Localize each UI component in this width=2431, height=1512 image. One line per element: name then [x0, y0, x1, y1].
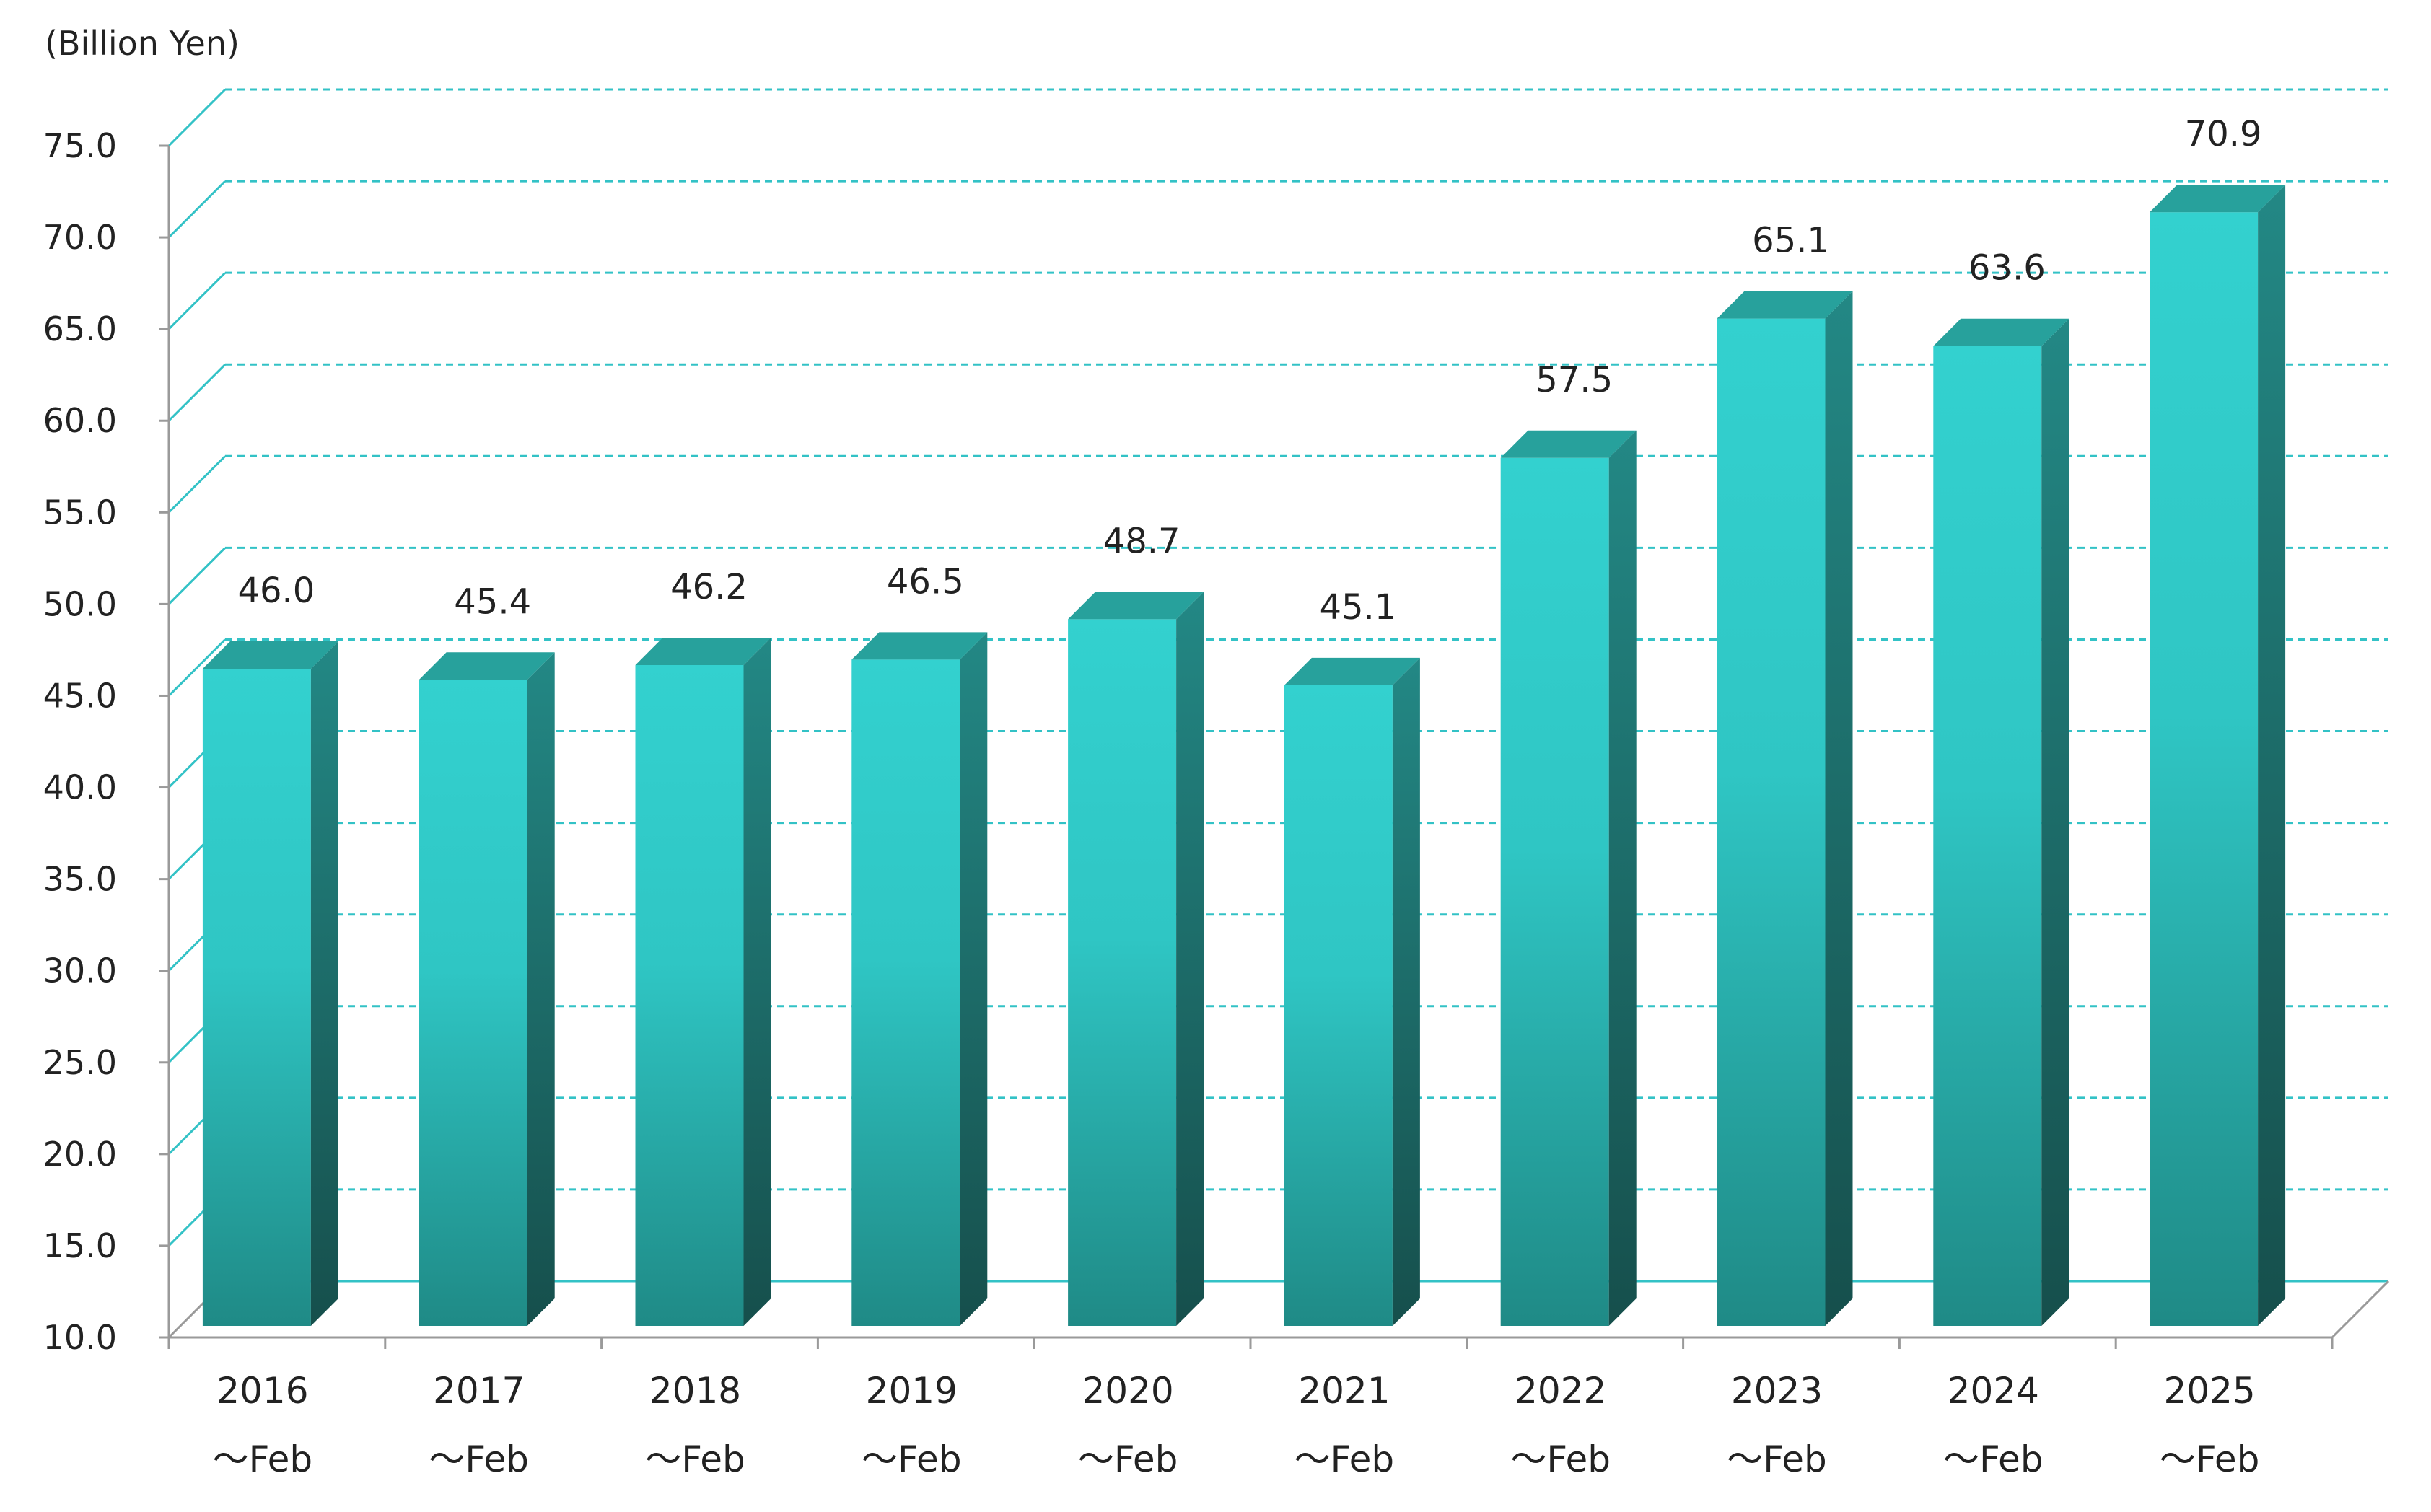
y-tick-label: 10.0 [43, 1318, 117, 1357]
x-axis-label-period: ～Feb [1078, 1438, 1178, 1480]
gridline-diagonal [167, 272, 227, 330]
bar-side [1176, 592, 1204, 1326]
bar-side [1392, 657, 1420, 1326]
y-tick-label: 75.0 [43, 126, 117, 165]
bar-top [419, 652, 555, 680]
x-axis-label-period: ～Feb [1510, 1438, 1611, 1480]
y-tick-label: 65.0 [43, 309, 117, 348]
data-label: 46.5 [887, 561, 964, 602]
bar-side [1608, 430, 1637, 1326]
bar [1500, 430, 1637, 1326]
bar-top [202, 641, 338, 669]
x-axis-label-period: ～Feb [429, 1438, 529, 1480]
y-tick-label: 50.0 [43, 584, 117, 623]
bar [419, 652, 555, 1326]
x-axis-label-year: 2023 [1731, 1370, 1823, 1412]
data-label: 46.0 [237, 571, 315, 611]
bar-side [310, 641, 338, 1326]
data-label: 45.4 [454, 581, 531, 622]
gridline-diagonal [167, 88, 227, 147]
bar-front [2150, 212, 2259, 1326]
bar-side [1825, 291, 1853, 1326]
y-tick-label: 30.0 [43, 951, 117, 990]
y-tick-label: 70.0 [43, 218, 117, 257]
bars [202, 185, 2286, 1327]
x-axis-label-year: 2025 [2163, 1370, 2255, 1412]
gridline-diagonal [167, 364, 227, 422]
bar-front [851, 659, 960, 1326]
bar-front [1500, 457, 1609, 1326]
bar-top [1068, 592, 1204, 620]
y-tick-label: 20.0 [43, 1135, 117, 1174]
bar-top [1717, 291, 1853, 319]
bar-side [743, 637, 771, 1326]
bar [1068, 592, 1204, 1326]
x-axis-label-year: 2022 [1515, 1370, 1606, 1412]
x-axis-label-period: ～Feb [1943, 1438, 2044, 1480]
data-label: 45.1 [1319, 587, 1396, 628]
x-axis-label-year: 2018 [649, 1370, 741, 1412]
bar-side [2258, 185, 2286, 1326]
y-axis-ticks: 10.0 15.0 20.0 25.0 30.0 35.0 40.0 45.0 50.0 55.0… [43, 126, 117, 1357]
data-label: 70.9 [2185, 114, 2262, 154]
unit-label: (Billion Yen) [45, 24, 240, 63]
data-label: 57.5 [1536, 360, 1613, 400]
bar-top [1284, 657, 1420, 685]
bar-top [1933, 318, 2069, 346]
gridline-diagonal [167, 180, 227, 239]
x-axis-label-year: 2020 [1082, 1370, 1173, 1412]
bar-side [2041, 318, 2069, 1327]
data-label: 46.2 [670, 567, 748, 607]
bar [202, 641, 338, 1326]
floor-right-edge [2331, 1280, 2390, 1339]
bar-top [635, 637, 771, 665]
bar-top [1500, 430, 1637, 458]
data-label: 48.7 [1103, 521, 1181, 561]
x-axis-label-period: ～Feb [645, 1438, 745, 1480]
y-tick-label: 15.0 [43, 1226, 117, 1265]
y-tick-label: 60.0 [43, 401, 117, 440]
data-label: 63.6 [1968, 248, 2046, 289]
x-axis-label-year: 2016 [216, 1370, 308, 1412]
bar-front [419, 680, 527, 1326]
bar-side [960, 632, 988, 1326]
bar [1717, 291, 1853, 1326]
gridline-diagonal [167, 638, 227, 697]
x-axis-label-period: ～Feb [1727, 1438, 1827, 1480]
x-axis-label-period: ～Feb [1295, 1438, 1395, 1480]
bar [635, 637, 771, 1326]
y-tick-label: 55.0 [43, 493, 117, 532]
bar-top [2150, 185, 2286, 213]
data-label: 65.1 [1752, 221, 1829, 261]
y-tick-label: 25.0 [43, 1043, 117, 1082]
gridline-diagonal [167, 455, 227, 514]
y-tick-label: 35.0 [43, 860, 117, 899]
x-axis-label-year: 2019 [866, 1370, 958, 1412]
bar-front [1284, 685, 1393, 1326]
x-axis-label-period: ～Feb [862, 1438, 962, 1480]
x-axis-label-year: 2021 [1298, 1370, 1390, 1412]
y-tick-label: 40.0 [43, 768, 117, 807]
bar [1933, 318, 2069, 1327]
y-tick-label: 45.0 [43, 676, 117, 715]
bar-front [1717, 318, 1826, 1326]
x-axis-label-period: ～Feb [213, 1438, 313, 1480]
bar-front [635, 664, 744, 1326]
bar-top [851, 632, 988, 660]
axes [159, 144, 2390, 1349]
bar [851, 632, 988, 1326]
bar-front [1933, 346, 2042, 1327]
bar [2150, 185, 2286, 1326]
data-labels: 46.0 45.4 46.2 46.5 48.7 45.1 57.5 65.1 63.6 70.9 [237, 114, 2261, 628]
x-axis-label-period: ～Feb [2160, 1438, 2260, 1480]
bar-front [1068, 619, 1177, 1326]
bar [1284, 657, 1420, 1326]
x-axis-label-year: 2024 [1948, 1370, 2039, 1412]
bar-side [527, 652, 555, 1326]
bar-front [202, 669, 311, 1326]
x-axis-label-year: 2017 [433, 1370, 525, 1412]
gridline-diagonal [167, 547, 227, 605]
x-axis-labels: 2016 ～Feb 2017 ～Feb 2018 ～Feb 2019 ～Feb 2020 ～Feb… [213, 1370, 2260, 1480]
